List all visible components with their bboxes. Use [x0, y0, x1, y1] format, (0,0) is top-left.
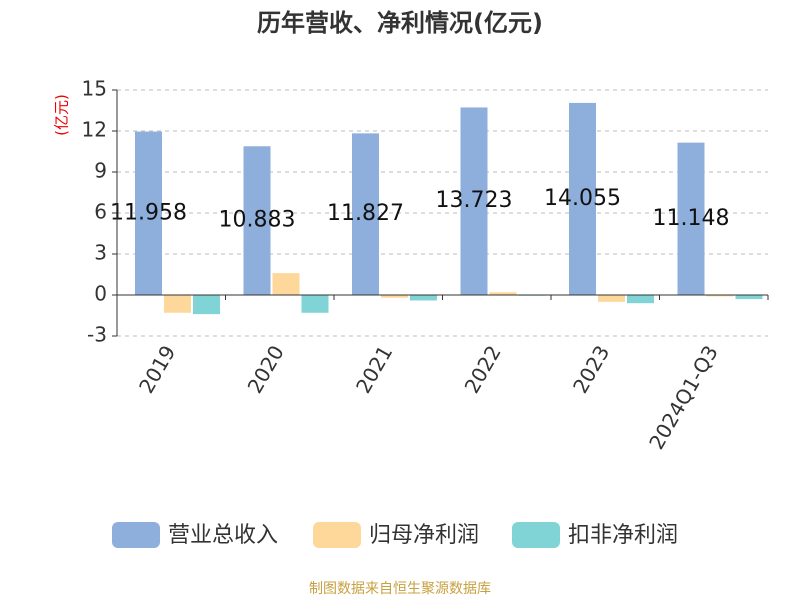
x-tick-label: 2022 [460, 341, 506, 397]
bar [135, 131, 162, 295]
y-tick-label: 3 [94, 241, 107, 265]
legend-label[interactable]: 归母净利润 [369, 523, 479, 548]
bar [243, 146, 271, 295]
x-tick-label: 2023 [568, 341, 614, 397]
legend-label[interactable]: 营业总收入 [168, 523, 278, 548]
source-note: 制图数据来自恒生聚源数据库 [309, 581, 491, 597]
bar [410, 295, 437, 301]
bar [164, 295, 191, 313]
x-tick-label: 2020 [243, 341, 289, 397]
y-tick-label: 9 [94, 159, 107, 183]
y-tick-label: -3 [87, 323, 107, 347]
data-label: 11.827 [327, 201, 404, 226]
bar [489, 292, 517, 295]
data-label: 11.958 [110, 200, 187, 225]
data-label: 14.055 [544, 186, 621, 211]
data-label: 13.723 [436, 188, 513, 213]
bar [598, 295, 625, 302]
y-tick-label: 15 [82, 77, 107, 101]
legend-label[interactable]: 扣非净利润 [568, 523, 678, 548]
x-tick-label: 2024Q1-Q3 [644, 341, 723, 453]
bar [677, 142, 705, 295]
data-label: 11.148 [653, 206, 730, 231]
y-tick-label: 0 [94, 282, 107, 306]
bar [735, 295, 763, 300]
bar [352, 133, 379, 295]
chart-title: 历年营收、净利情况(亿元) [257, 9, 543, 37]
bar [272, 273, 300, 295]
bar [460, 107, 488, 295]
y-tick-label: 6 [94, 200, 107, 224]
y-tick-label: 12 [82, 118, 107, 142]
bar [569, 102, 596, 295]
x-tick-label: 2021 [351, 341, 397, 397]
data-label: 10.883 [219, 208, 296, 233]
bar [301, 295, 329, 313]
bar [706, 295, 734, 297]
bar [627, 295, 654, 304]
legend-swatch[interactable] [313, 522, 361, 548]
y-axis-label: (亿元) [53, 94, 71, 136]
x-tick-label: 2019 [134, 341, 180, 397]
bar [193, 295, 220, 315]
legend-swatch[interactable] [112, 522, 160, 548]
legend-swatch[interactable] [512, 522, 560, 548]
bar [381, 295, 408, 298]
